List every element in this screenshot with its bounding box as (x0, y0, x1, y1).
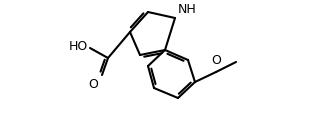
Text: O: O (211, 54, 221, 67)
Text: HO: HO (69, 41, 88, 53)
Text: O: O (88, 78, 98, 91)
Text: NH: NH (178, 3, 197, 16)
